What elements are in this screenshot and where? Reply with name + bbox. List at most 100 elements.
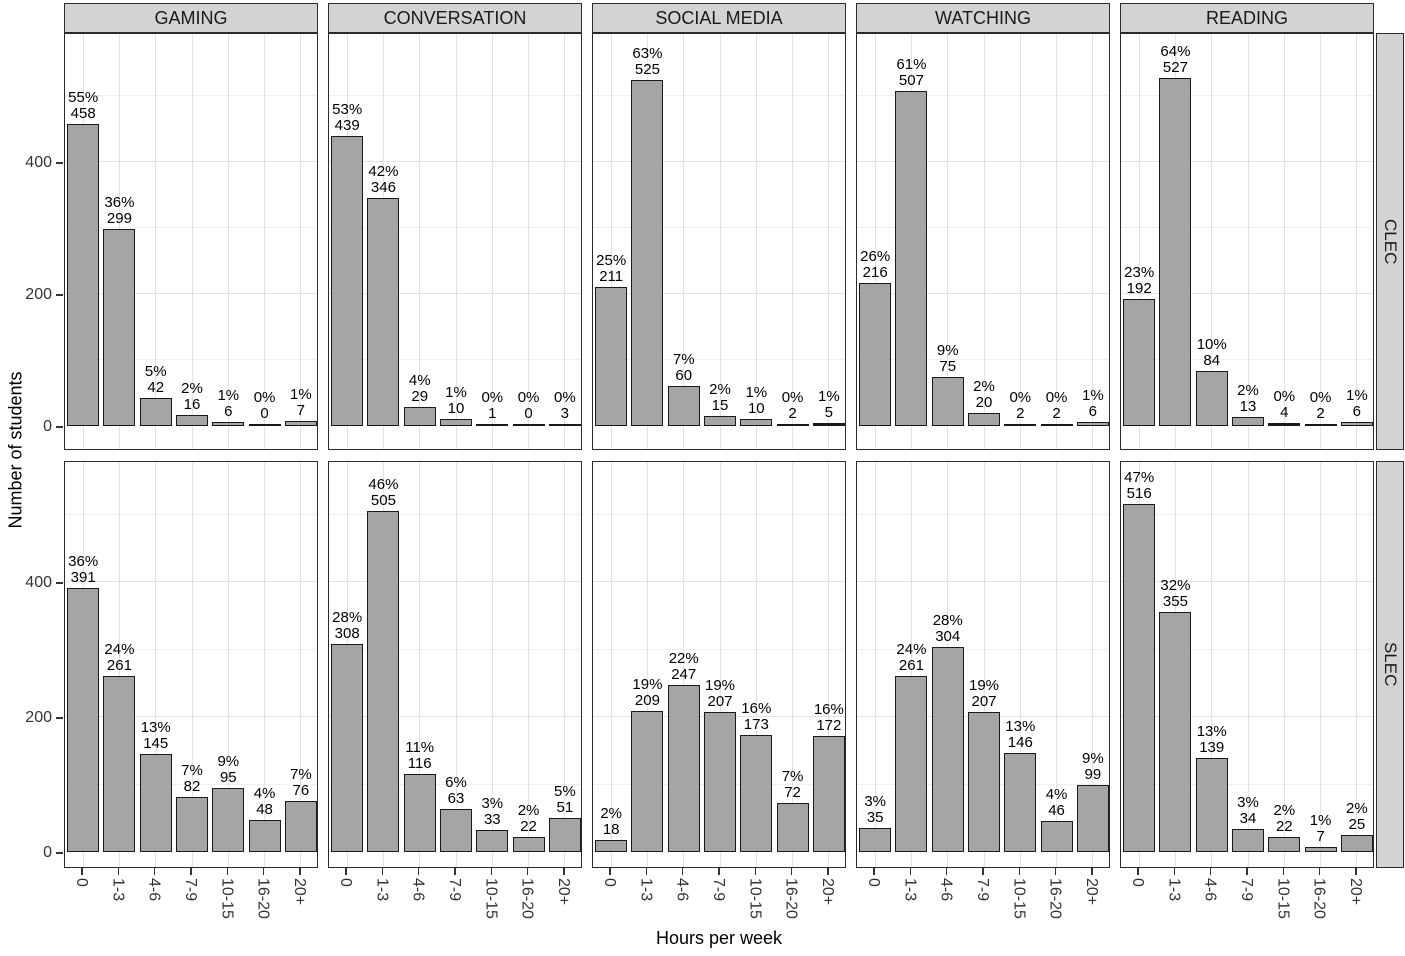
x-tick-mark [945,868,948,875]
bar [331,644,364,852]
gridline [857,513,1109,515]
bar [1004,424,1037,426]
bar-value-label: 64% 527 [1160,43,1191,77]
x-tick-mark [1209,868,1212,875]
bar-value-label: 1% 5 [818,387,840,421]
gridline [857,227,1109,228]
bar-value-label: 13% 146 [1005,718,1036,752]
gridline [646,462,648,867]
gridline [491,462,493,867]
x-tick-mark [226,868,229,875]
gridline [1019,34,1021,449]
gridline [1283,462,1285,867]
gridline [683,34,685,449]
bar-value-label: 9% 95 [217,752,240,786]
bar-value-label: 1% 6 [1082,387,1104,421]
x-tick-mark [827,868,829,875]
gridline [491,34,493,449]
x-tick-label: 7-9 [446,878,463,902]
gridline [983,462,985,867]
panel-gaming-slec: 36% 391 24% 261 13% 145 7% 82 9% 95 4% 48 7% 76 [64,461,318,868]
gridline [1138,34,1140,449]
bar [1076,785,1109,852]
bar [1195,370,1228,426]
bar-value-label: 1% 6 [1346,387,1368,421]
bar-value-label: 16% 172 [813,700,844,734]
gridline [227,462,229,867]
gridline [329,227,581,228]
gridline [1019,462,1021,867]
x-tick-label: 16-20 [1310,878,1328,919]
gridline [857,161,1109,162]
bar [403,773,436,852]
x-tick-label: 1-3 [901,878,919,902]
x-tick-label: 1-3 [373,878,391,902]
x-tick-label: 0 [601,878,619,887]
bar-value-label: 25% 211 [596,251,627,285]
gridline [329,293,581,294]
gridline [1121,783,1373,785]
bar [476,424,509,426]
facet-strip-slec: SLEC [1376,461,1404,868]
gridline [1121,648,1373,650]
bar-value-label: 36% 391 [68,553,99,587]
bar [1340,835,1373,852]
bar-value-label: 1% 7 [290,386,312,420]
x-tick-label: 20+ [1346,878,1364,906]
bar-value-label: 0% 3 [554,389,576,423]
gridline [983,34,985,449]
bar [1123,503,1156,852]
bar [1159,78,1192,426]
gridline [65,359,317,360]
bar [667,685,700,852]
x-tick-label: 7-9 [182,878,199,902]
bar-value-label: 1% 10 [745,384,768,418]
x-tick-label: 7-9 [710,878,727,902]
gridline [719,34,721,449]
gridline [65,293,317,294]
bar-value-label: 7% 76 [290,765,312,799]
gridline [593,581,845,582]
x-tick-mark [454,868,456,875]
gridline [593,359,845,360]
bar [1159,612,1192,852]
x-tick-mark [1137,868,1139,875]
y-tick-mark [56,852,63,854]
bar [1232,417,1264,426]
y-tick-label: 400 [25,154,52,171]
gridline [593,95,845,96]
x-tick-label: 20+ [554,878,572,906]
gridline [155,34,157,449]
x-tick-mark [1054,868,1057,875]
gridline [329,716,581,717]
x-tick-label: 10-15 [1010,878,1028,919]
bar-value-label: 32% 355 [1160,577,1191,611]
gridline [65,783,317,785]
x-tick-label: 10-15 [482,878,500,919]
x-axis-title: Hours per week [655,928,783,948]
bar [1195,758,1228,852]
bar-value-label: 7% 82 [181,761,203,795]
x-tick-mark [1091,868,1093,875]
bar-value-label: 0% 0 [517,389,540,423]
x-tick-label: 10-15 [1274,878,1292,919]
x-tick-label: 16-20 [518,878,536,919]
gridline [1247,462,1249,867]
facet-strip-gaming: GAMING [64,3,318,33]
bar-value-label: 24% 261 [896,640,927,674]
y-tick-label: 0 [43,418,52,435]
x-tick-mark [299,868,301,875]
gridline [683,462,685,867]
facet-strip-reading: READING [1120,3,1374,33]
gridline [857,648,1109,650]
bar-value-label: 19% 209 [632,675,663,709]
x-tick-label: 0 [337,878,355,887]
gridline [719,462,721,867]
bar-value-label: 4% 46 [1045,785,1068,819]
bar [548,817,581,852]
bar-value-label: 63% 525 [632,44,663,78]
gridline [610,34,612,449]
bar-value-label: 7% 60 [672,351,695,385]
bar-value-label: 10% 84 [1196,335,1227,369]
bar [212,787,245,852]
